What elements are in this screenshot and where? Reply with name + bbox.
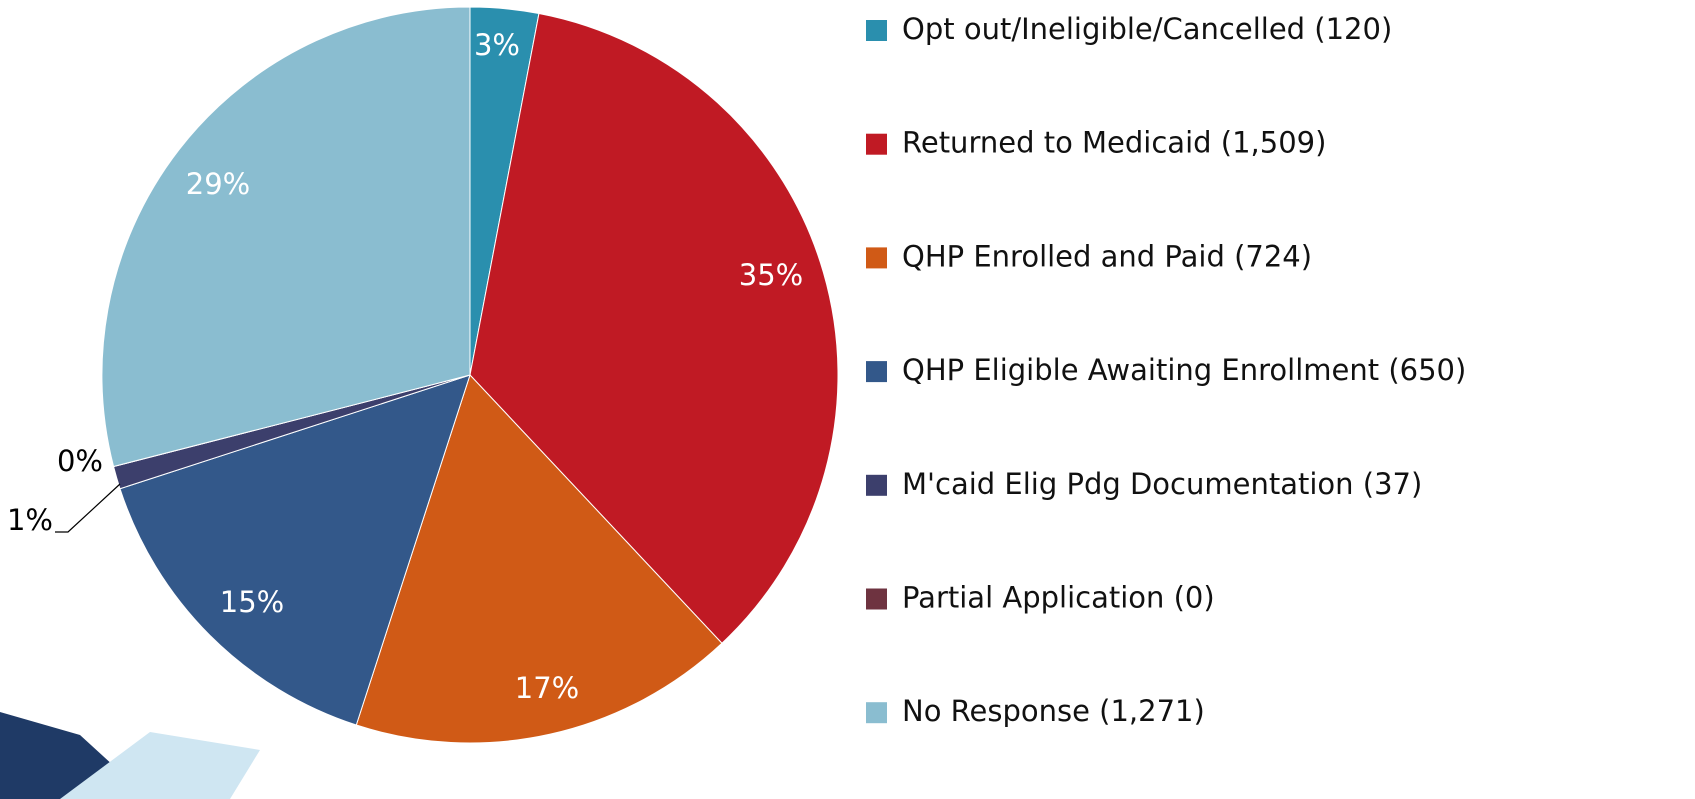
data-label: 35% [739,258,803,292]
legend-swatch [866,20,887,41]
pie [102,7,838,743]
legend-swatch [866,475,887,496]
data-label: 3% [474,28,520,62]
legend-label: Opt out/Ineligible/Cancelled (120) [902,12,1392,46]
legend-swatch [866,247,887,268]
legend-swatch [866,134,887,155]
chart: 3% 35% 17% 15% 1%0% 29% Opt out/Ineligible/Ca… [0,0,1695,799]
legend-swatch [866,702,887,723]
data-label: 15% [220,585,284,619]
legend-swatch [866,589,887,610]
leader-line [55,484,120,532]
data-label: 29% [186,167,250,201]
legend-label: Partial Application (0) [902,581,1215,615]
legend-label: QHP Enrolled and Paid (724) [902,239,1312,273]
data-label: 0% [57,444,103,478]
legend-label: M'caid Elig Pdg Documentation (37) [902,467,1422,501]
data-label: 1% [7,503,53,537]
data-label: 17% [515,671,579,705]
legend: Opt out/Ineligible/Cancelled (120) Return… [866,12,1466,728]
legend-label: Returned to Medicaid (1,509) [902,126,1326,160]
legend-swatch [866,361,887,382]
legend-label: QHP Eligible Awaiting Enrollment (650) [902,353,1466,387]
legend-label: No Response (1,271) [902,694,1205,728]
